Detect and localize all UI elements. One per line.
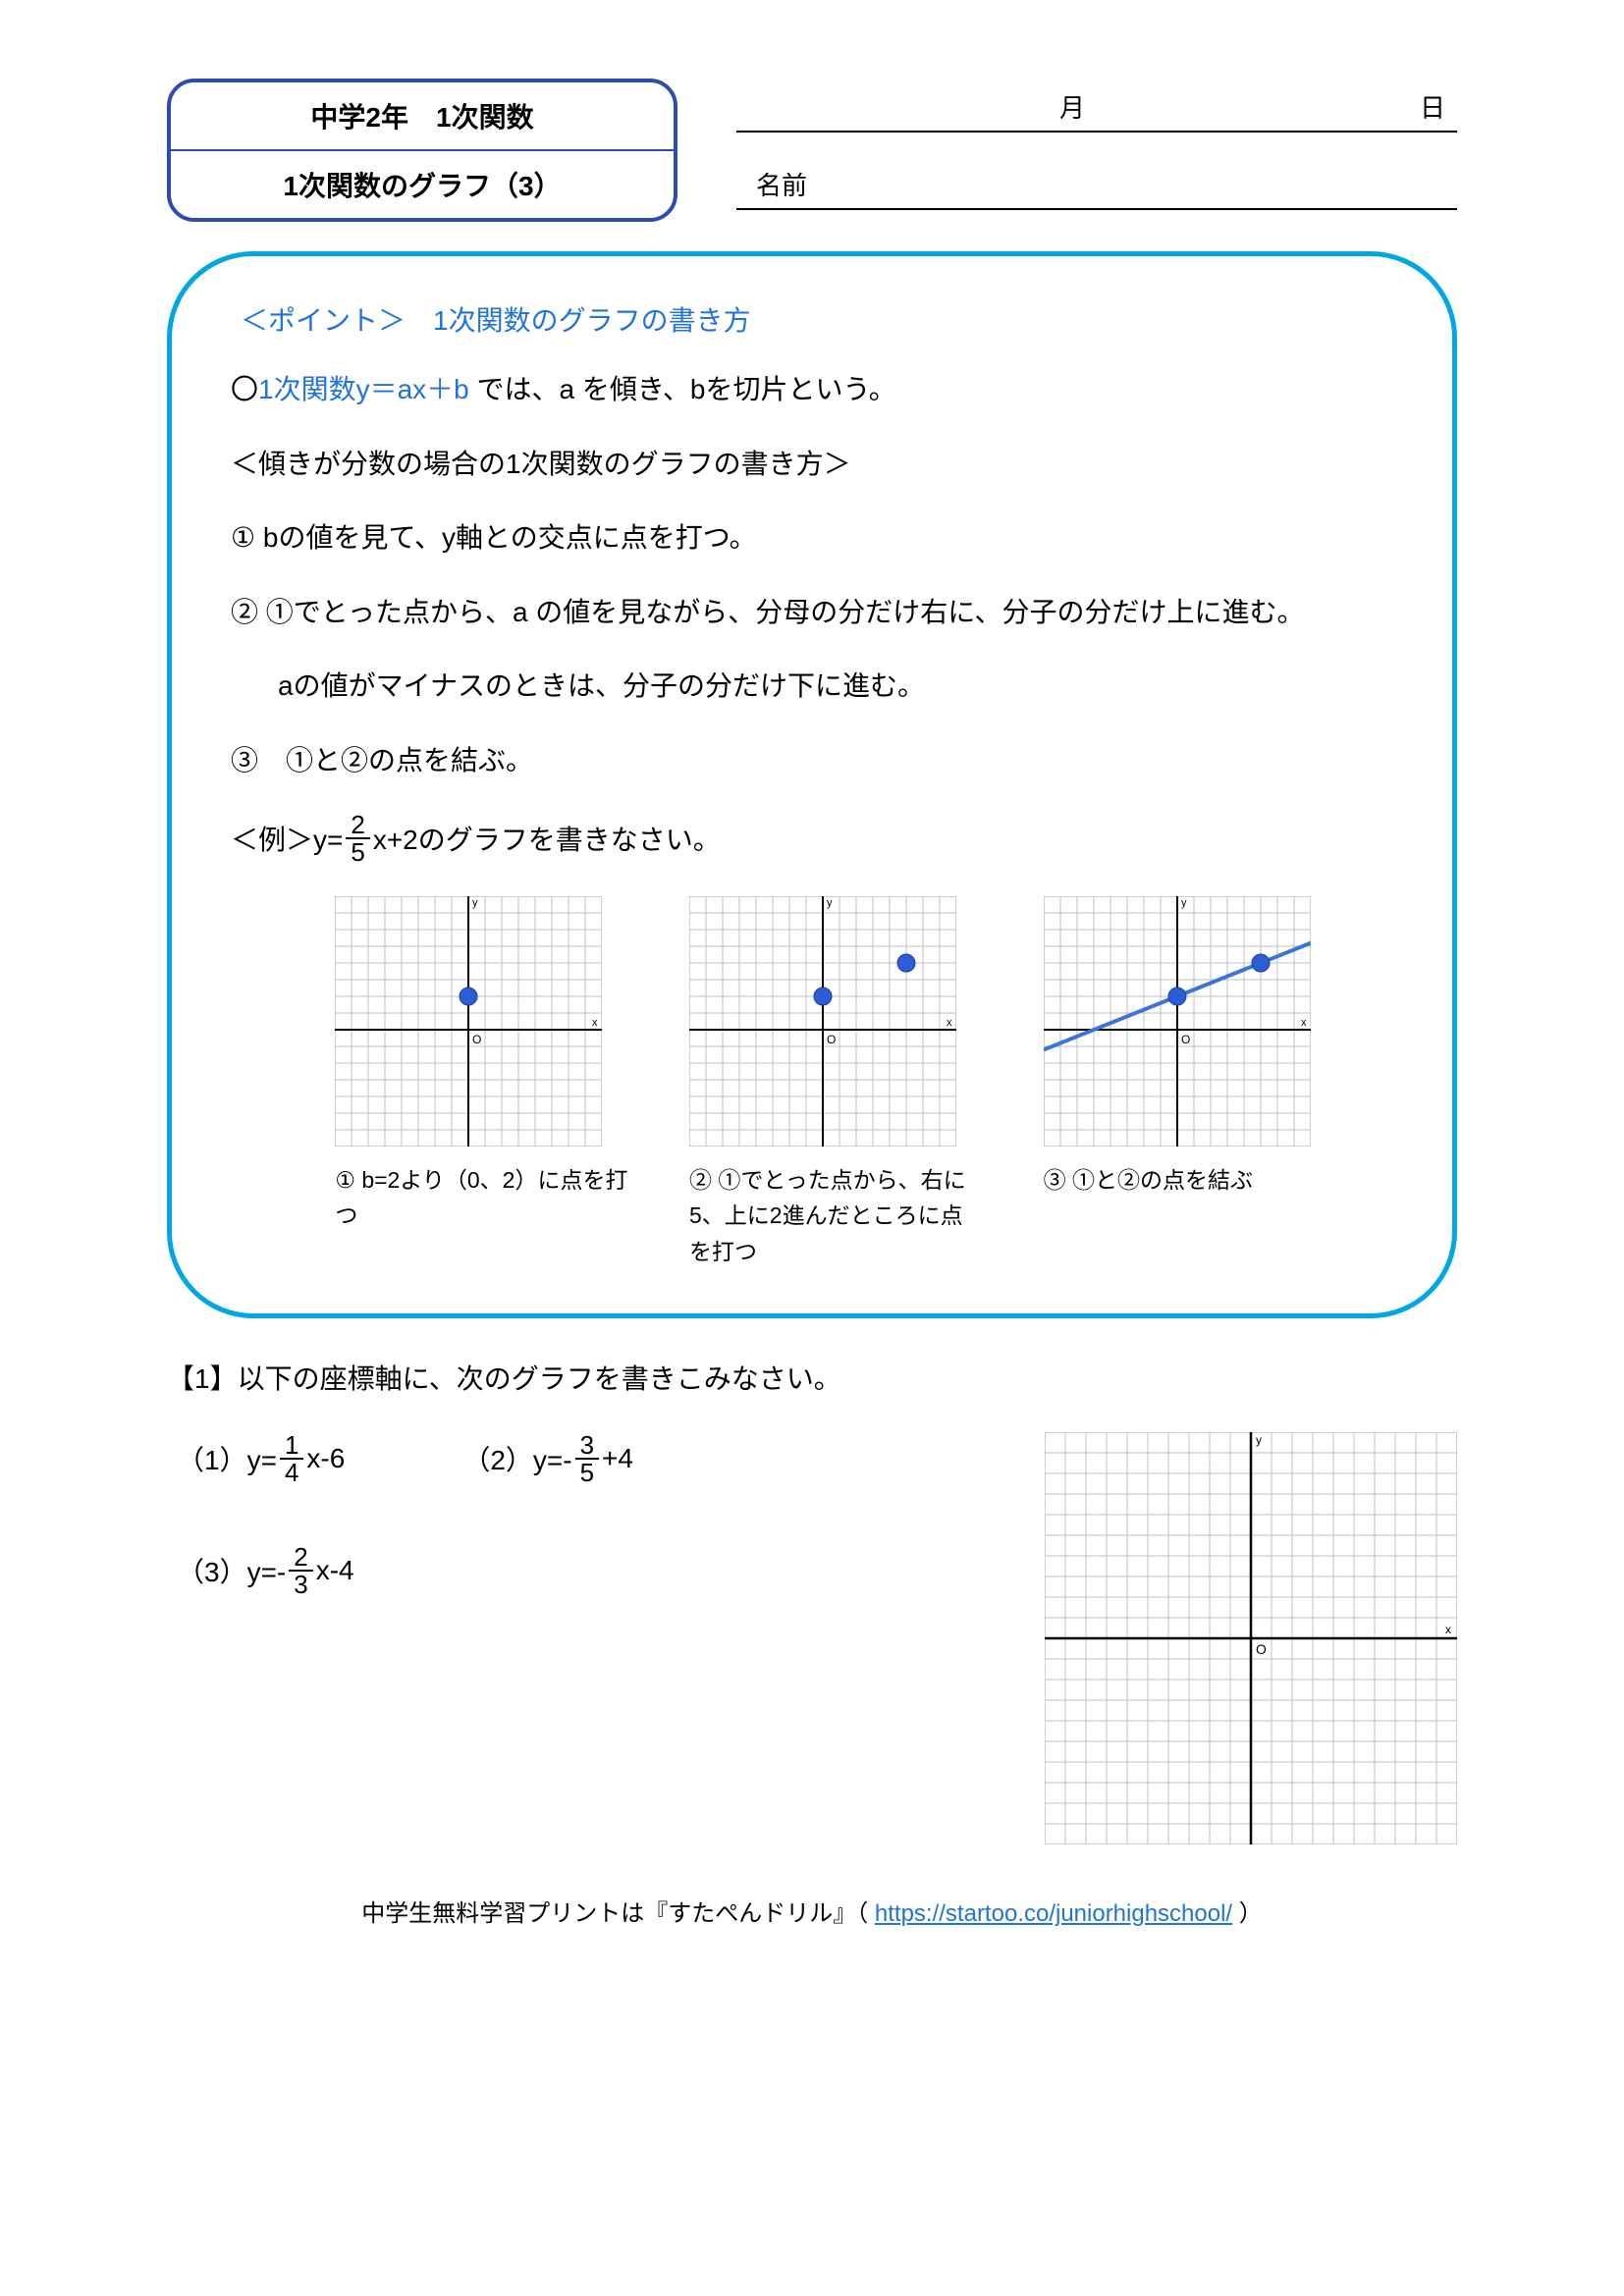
mini-caption-3: ③ ①と②の点を結ぶ xyxy=(1044,1162,1253,1199)
eq3-frac: 2 3 xyxy=(289,1544,312,1597)
svg-text:y: y xyxy=(827,897,833,909)
svg-text:O: O xyxy=(827,1033,836,1046)
point-box: ＜ポイント＞ 1次関数のグラフの書き方 〇1次関数y＝ax＋b では、a を傾き… xyxy=(167,251,1457,1318)
eq3-num: 2 xyxy=(289,1544,312,1572)
line1-rest: では、a を傾き、bを切片という。 xyxy=(469,374,896,404)
svg-text:y: y xyxy=(472,897,478,909)
point-step2: ② ①でとった点から、a の値を見ながら、分母の分だけ右に、分子の分だけ上に進む… xyxy=(231,589,1393,636)
point-title: ＜ポイント＞ 1次関数のグラフの書き方 xyxy=(231,299,1393,339)
svg-text:y: y xyxy=(1256,1433,1262,1447)
svg-text:x: x xyxy=(1445,1623,1451,1636)
mini-col-3: Oy x ③ ①と②の点を結ぶ xyxy=(1044,896,1338,1270)
eq2-label: （2）y=- xyxy=(462,1439,571,1478)
example-prefix: ＜例＞y= xyxy=(231,819,343,858)
eq2-frac: 3 5 xyxy=(575,1432,599,1485)
name-line: 名前 xyxy=(736,160,1457,210)
eq1-den: 4 xyxy=(280,1460,303,1485)
svg-text:y: y xyxy=(1181,897,1187,909)
eq1-tail: x-6 xyxy=(306,1443,345,1474)
mini-caption-2: ② ①でとった点から、右に5、上に2進んだところに点を打つ xyxy=(689,1162,984,1270)
header-right: 月 日 名前 xyxy=(736,79,1457,210)
big-grid-wrap: Oy x xyxy=(1045,1432,1457,1844)
example-den: 5 xyxy=(346,839,369,865)
mini-grid-1: Oy x xyxy=(335,896,602,1147)
example-frac: 2 5 xyxy=(346,812,369,865)
big-grid: Oy x xyxy=(1045,1432,1457,1844)
point-step3: ③ ①と②の点を結ぶ。 xyxy=(231,737,1393,784)
point-subhead: ＜傾きが分数の場合の1次関数のグラフの書き方＞ xyxy=(231,441,1393,488)
eq1-num: 1 xyxy=(280,1432,303,1460)
svg-text:x: x xyxy=(1301,1017,1307,1029)
eq1-label: （1）y= xyxy=(177,1439,277,1478)
name-label: 名前 xyxy=(756,166,807,202)
eq-2: （2）y=- 3 5 +4 xyxy=(462,1432,633,1485)
svg-text:x: x xyxy=(947,1017,952,1029)
grade-subject: 中学2年 1次関数 xyxy=(171,82,674,151)
day-label: 日 xyxy=(1420,88,1445,125)
worksheet-header: 中学2年 1次関数 1次関数のグラフ（3） 月 日 名前 xyxy=(167,79,1457,222)
date-line: 月 日 xyxy=(736,82,1457,133)
footer-link[interactable]: https://startoo.co/juniorhighschool/ xyxy=(875,1900,1232,1927)
eq2-den: 5 xyxy=(575,1460,599,1485)
example-suffix: x+2のグラフを書きなさい。 xyxy=(373,819,721,858)
svg-text:x: x xyxy=(592,1017,598,1029)
svg-text:O: O xyxy=(1181,1033,1190,1046)
mini-caption-1: ① b=2より（0、2）に点を打つ xyxy=(335,1162,629,1235)
footer-after: ） xyxy=(1232,1900,1263,1927)
mini-col-2: Oy x ② ①でとった点から、右に5、上に2進んだところに点を打つ xyxy=(689,896,984,1270)
lesson-title: 1次関数のグラフ（3） xyxy=(171,151,674,218)
footer-before: 中学生無料学習プリントは『すたぺんドリル』（ xyxy=(361,1900,875,1927)
point-step1: ① bの値を見て、y軸との交点に点を打つ。 xyxy=(231,514,1393,561)
line1-prefix: 〇 xyxy=(231,374,258,404)
svg-text:O: O xyxy=(472,1033,481,1046)
eq3-label: （3）y=- xyxy=(177,1551,286,1590)
point-line1: 〇1次関数y＝ax＋b では、a を傾き、bを切片という。 xyxy=(231,366,1393,413)
exercise-head: 【1】以下の座標軸に、次のグラフを書きこみなさい。 xyxy=(167,1358,1457,1397)
eq-3: （3）y=- 2 3 x-4 xyxy=(177,1544,354,1597)
footer: 中学生無料学習プリントは『すたぺんドリル』（ https://startoo.c… xyxy=(167,1894,1457,1928)
example-num: 2 xyxy=(346,812,369,839)
eq2-num: 3 xyxy=(575,1432,599,1460)
title-box: 中学2年 1次関数 1次関数のグラフ（3） xyxy=(167,79,677,222)
example-line: ＜例＞y= 2 5 x+2のグラフを書きなさい。 xyxy=(231,812,1393,865)
eq3-den: 3 xyxy=(289,1572,312,1597)
exercise-body: （1）y= 1 4 x-6 （2）y=- 3 5 +4 xyxy=(167,1432,1457,1844)
mini-col-1: Oy x ① b=2より（0、2）に点を打つ xyxy=(335,896,629,1270)
svg-text:O: O xyxy=(1256,1641,1267,1657)
mini-grid-2: Oy x xyxy=(689,896,956,1147)
point-step2b: aの値がマイナスのときは、分子の分だけ下に進む。 xyxy=(231,663,1393,710)
exercise: 【1】以下の座標軸に、次のグラフを書きこみなさい。 （1）y= 1 4 x-6 … xyxy=(167,1358,1457,1844)
mini-grids: Oy x ① b=2より（0、2）に点を打つ Oy x ② ①でとった点から、右に5… xyxy=(231,888,1393,1270)
eq2-tail: +4 xyxy=(602,1443,633,1474)
eq-1: （1）y= 1 4 x-6 xyxy=(177,1432,345,1485)
eq3-tail: x-4 xyxy=(316,1555,354,1586)
line1-blue: 1次関数y＝ax＋b xyxy=(258,374,469,404)
mini-grid-3: Oy x xyxy=(1044,896,1311,1147)
eq1-frac: 1 4 xyxy=(280,1432,303,1485)
eq-list: （1）y= 1 4 x-6 （2）y=- 3 5 +4 xyxy=(167,1432,986,1844)
month-label: 月 xyxy=(1059,88,1085,125)
